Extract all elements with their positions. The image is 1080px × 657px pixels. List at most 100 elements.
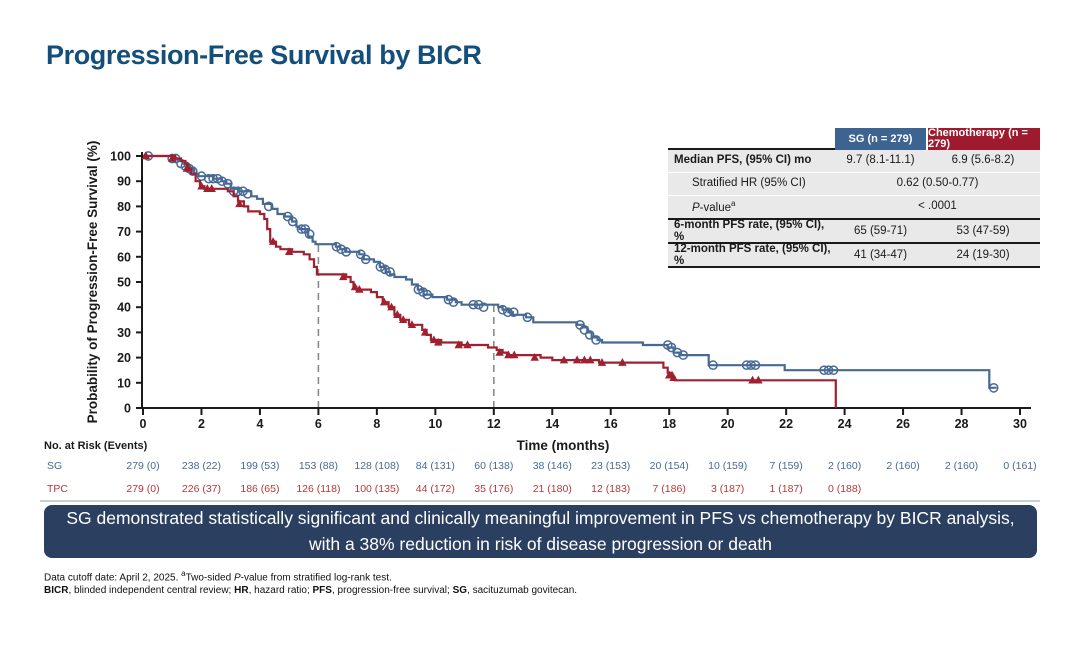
- svg-text:SG: SG: [47, 460, 62, 472]
- svg-text:40: 40: [117, 301, 131, 315]
- svg-text:22: 22: [779, 417, 793, 431]
- svg-text:2 (160): 2 (160): [945, 460, 978, 472]
- svg-text:7 (186): 7 (186): [653, 483, 686, 495]
- svg-text:18: 18: [662, 417, 676, 431]
- svg-text:0 (161): 0 (161): [1003, 460, 1036, 472]
- footnote-abbreviations: BICR, blinded independent central review…: [44, 584, 578, 596]
- svg-text:4: 4: [256, 417, 263, 431]
- svg-text:153 (88): 153 (88): [299, 460, 338, 472]
- risk-row-tpc: TPC 279 (0) 226 (37) 186 (65) 126 (118) 100 (…: [47, 483, 861, 495]
- censor-marks-sg: [143, 151, 999, 393]
- stats-value-sg: 65 (59-71): [853, 224, 908, 237]
- stats-row-median-pfs: Median PFS, (95% CI) mo 9.7 (8.1-11.1) 6…: [668, 150, 1040, 173]
- risk-row-sg: SG 279 (0) 238 (22) 199 (53) 153 (88) 128 (10…: [47, 460, 1037, 472]
- stats-row-label: P-valuea: [668, 198, 835, 214]
- svg-text:10: 10: [428, 417, 442, 431]
- svg-text:126 (118): 126 (118): [296, 483, 340, 495]
- svg-text:7 (159): 7 (159): [769, 460, 802, 472]
- x-axis-ticks: 0 2 4 6 8 10 12 14 16 18 20 22 24 26 28 30: [140, 409, 1027, 431]
- svg-text:50: 50: [117, 276, 131, 290]
- stats-row-label: Median PFS, (95% CI) mo: [674, 154, 812, 167]
- stats-row-stratified-hr: Stratified HR (95% CI) 0.62 (0.50-0.77): [668, 173, 1040, 196]
- svg-text:279 (0): 279 (0): [126, 460, 159, 472]
- p-value-italic: P: [692, 201, 700, 214]
- stats-table-header: SG (n = 279) Chemotherapy (n = 279): [668, 128, 1040, 150]
- svg-text:70: 70: [117, 225, 131, 239]
- x-axis-title: Time (months): [517, 438, 610, 453]
- svg-text:12 (183): 12 (183): [591, 483, 630, 495]
- p-value-rest: -value: [699, 201, 731, 214]
- svg-text:279 (0): 279 (0): [126, 483, 159, 495]
- svg-text:21 (180): 21 (180): [533, 483, 572, 495]
- svg-text:16: 16: [604, 417, 618, 431]
- svg-text:28: 28: [955, 417, 969, 431]
- svg-text:24: 24: [838, 417, 852, 431]
- svg-text:TPC: TPC: [47, 483, 68, 495]
- svg-text:2 (160): 2 (160): [828, 460, 861, 472]
- conclusion-line-2: with a 38% reduction in risk of disease …: [308, 533, 773, 554]
- stats-row-label: Stratified HR (95% CI): [692, 177, 806, 190]
- stats-value-p: < .0001: [918, 200, 957, 213]
- svg-text:0 (188): 0 (188): [828, 483, 861, 495]
- svg-text:44 (172): 44 (172): [416, 483, 455, 495]
- stats-value-sg: 41 (34-47): [853, 248, 908, 261]
- stats-row-12-month-pfs: 12-month PFS rate, (95% CI), % 41 (34-47…: [668, 243, 1040, 268]
- svg-text:60: 60: [117, 250, 131, 264]
- svg-text:30: 30: [117, 326, 131, 340]
- y-axis-ticks: 0 10 20 30 40 50 60 70 80 90 100: [110, 150, 142, 416]
- footnotes: Data cutoff date: April 2, 2025. aTwo-si…: [44, 568, 577, 597]
- svg-text:0: 0: [140, 417, 147, 431]
- p-value-superscript: a: [731, 198, 736, 208]
- svg-text:226 (37): 226 (37): [182, 483, 221, 495]
- stats-row-label: 12-month PFS rate, (95% CI), %: [674, 243, 831, 267]
- km-curve-tpc: [143, 154, 837, 408]
- svg-text:10 (159): 10 (159): [708, 460, 747, 472]
- svg-text:90: 90: [117, 175, 131, 189]
- stats-header-blank: [668, 128, 835, 150]
- svg-text:20 (154): 20 (154): [650, 460, 689, 472]
- svg-text:20: 20: [117, 351, 131, 365]
- stats-row-6-month-pfs: 6-month PFS rate, (95% CI), % 65 (59-71)…: [668, 219, 1040, 244]
- svg-text:23 (153): 23 (153): [591, 460, 630, 472]
- svg-text:38 (146): 38 (146): [533, 460, 572, 472]
- svg-text:186 (65): 186 (65): [240, 483, 279, 495]
- stats-value-chemo: 6.9 (5.6-8.2): [951, 154, 1015, 167]
- risk-table-label: No. at Risk (Events): [44, 440, 148, 452]
- svg-text:35 (176): 35 (176): [474, 483, 513, 495]
- y-axis-title: Probability of Progression-Free Survival…: [85, 141, 100, 424]
- stats-value-sg: 9.7 (8.1-11.1): [846, 154, 915, 167]
- svg-text:20: 20: [721, 417, 735, 431]
- svg-text:0: 0: [124, 402, 131, 416]
- svg-text:128 (108): 128 (108): [354, 460, 399, 472]
- svg-text:80: 80: [117, 200, 131, 214]
- page-title: Progression-Free Survival by BICR: [46, 40, 482, 70]
- svg-text:3 (187): 3 (187): [711, 483, 744, 495]
- svg-text:10: 10: [117, 376, 131, 390]
- svg-text:8: 8: [373, 417, 380, 431]
- svg-text:2 (160): 2 (160): [886, 460, 919, 472]
- svg-text:100: 100: [110, 150, 131, 164]
- svg-text:30: 30: [1013, 417, 1027, 431]
- stats-row-p-value: P-valuea < .0001: [668, 196, 1040, 220]
- svg-text:238 (22): 238 (22): [182, 460, 221, 472]
- svg-text:6: 6: [315, 417, 322, 431]
- svg-text:2: 2: [198, 417, 205, 431]
- censor-marks-tpc: [141, 151, 763, 384]
- stats-table-body: Median PFS, (95% CI) mo 9.7 (8.1-11.1) 6…: [668, 148, 1040, 268]
- stats-row-label: 6-month PFS rate, (95% CI), %: [674, 219, 825, 243]
- stats-value-hr: 0.62 (0.50-0.77): [896, 177, 979, 190]
- stats-value-chemo: 24 (19-30): [956, 248, 1010, 261]
- stats-value-chemo: 53 (47-59): [956, 224, 1010, 237]
- svg-text:84 (131): 84 (131): [416, 460, 455, 472]
- stats-header-sg: SG (n = 279): [835, 128, 926, 150]
- conclusion-banner: SG demonstrated statistically significan…: [44, 505, 1037, 558]
- svg-text:12: 12: [487, 417, 501, 431]
- svg-text:100 (135): 100 (135): [354, 483, 399, 495]
- footnote-data-cutoff: Data cutoff date: April 2, 2025. aTwo-si…: [44, 569, 392, 584]
- svg-text:199 (53): 199 (53): [240, 460, 279, 472]
- conclusion-line-1: SG demonstrated statistically significan…: [66, 508, 1015, 529]
- svg-text:14: 14: [545, 417, 559, 431]
- svg-text:60 (138): 60 (138): [474, 460, 513, 472]
